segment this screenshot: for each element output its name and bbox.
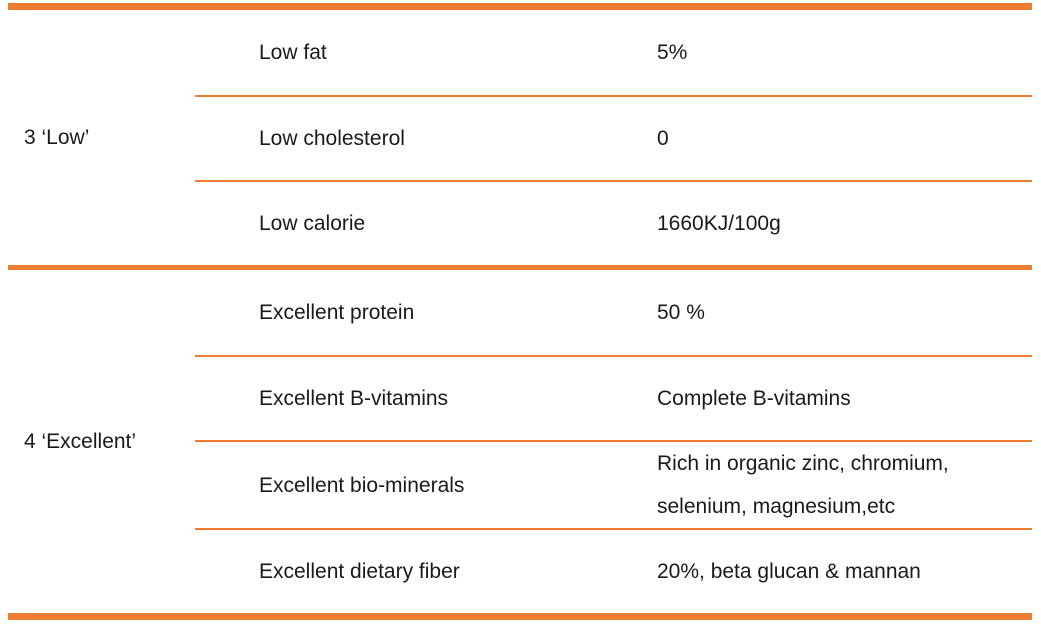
row-group-low: 3 ‘Low’ Low fat 5% Low cholesterol 0 Low… xyxy=(8,10,1032,265)
attribute-cell: Excellent bio-minerals xyxy=(195,440,657,528)
row-group-excellent: 4 ‘Excellent’ Excellent protein 50 % Exc… xyxy=(8,265,1032,613)
value-cell: 20%, beta glucan & mannan xyxy=(657,528,1032,613)
attribute-cell: Low calorie xyxy=(195,180,657,265)
value-cell: Rich in organic zinc, chromium, selenium… xyxy=(657,440,1032,528)
group-label-excellent: 4 ‘Excellent’ xyxy=(24,430,137,453)
nutrition-claims-table: 3 ‘Low’ Low fat 5% Low cholesterol 0 Low… xyxy=(8,3,1032,620)
value-cell: Complete B-vitamins xyxy=(657,355,1032,440)
value-cell: 50 % xyxy=(657,301,705,324)
attribute-cell: Low fat xyxy=(259,41,327,64)
group-label-low: 3 ‘Low’ xyxy=(24,126,90,149)
attribute-cell: Excellent protein xyxy=(259,301,415,324)
value-cell: 0 xyxy=(657,95,1032,180)
value-cell: 1660KJ/100g xyxy=(657,180,1032,265)
value-cell: 5% xyxy=(657,41,688,64)
attribute-cell: Low cholesterol xyxy=(195,95,657,180)
attribute-cell: Excellent dietary fiber xyxy=(195,528,657,613)
attribute-cell: Excellent B-vitamins xyxy=(195,355,657,440)
